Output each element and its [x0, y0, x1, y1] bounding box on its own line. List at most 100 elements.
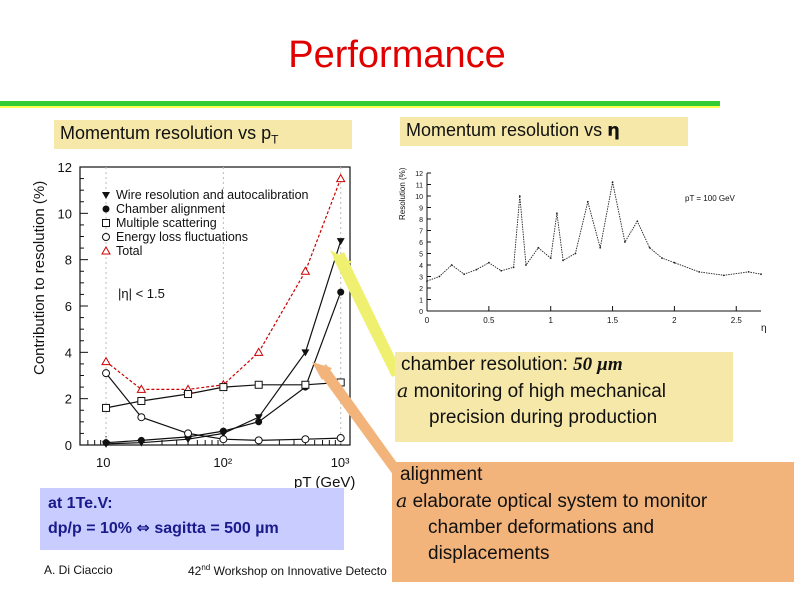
eta-data-point — [438, 275, 441, 278]
pt-data-point — [102, 403, 111, 412]
eta-x-tick-label: 2.5 — [731, 316, 743, 325]
eta-y-tick-label: 0 — [419, 309, 423, 316]
align-line2-text: elaborate optical system to monitor — [412, 491, 708, 512]
eta-x-tick-label: 1.5 — [607, 316, 619, 325]
chamber-line-2: a monitoring of high mechanical — [395, 378, 733, 405]
pt-data-point — [336, 434, 345, 443]
pt-y-axis-label: Contribution to resolution (%) — [31, 181, 48, 375]
callout-tev-sagitta: at 1Te.V: dp/p = 10% ⇔ sagitta = 500 µm — [40, 488, 344, 550]
pt-data-point — [184, 429, 193, 438]
title-underline-highlight — [0, 106, 720, 108]
eta-y-tick-label: 7 — [419, 229, 423, 236]
footer-workshop: 42nd Workshop on Innovative Detecto — [188, 563, 387, 578]
pt-x-tick-label: 10 — [96, 455, 110, 470]
eta-axes-frame — [426, 172, 761, 312]
eta-data-point — [487, 261, 490, 264]
tev-line2-a: dp/p = 10% — [48, 520, 137, 537]
pt-series-markers — [101, 173, 346, 448]
eta-data-point — [525, 264, 527, 266]
pt-data-point — [136, 384, 147, 393]
align-line3-text: chamber deformations and — [428, 517, 655, 538]
eta-data-point — [463, 273, 466, 276]
eta-y-tick-label: 10 — [415, 194, 423, 201]
eta-y-axis-label: Resolution (%) — [398, 167, 407, 220]
pt-y-tick-label: 10 — [58, 206, 72, 221]
eta-data-point — [549, 257, 552, 259]
pt-x-tick-label: 10² — [213, 455, 232, 470]
eta-data-point — [648, 246, 651, 249]
bullet-arrow-icon: a — [397, 380, 409, 402]
eta-data-point — [611, 181, 614, 184]
pt-data-point — [102, 439, 110, 447]
pt-legend-label: Total — [116, 244, 142, 258]
pt-data-point — [137, 436, 145, 444]
arrow-orange-head — [312, 362, 332, 380]
footer-workshop-text: Workshop on Innovative Detecto — [210, 564, 387, 578]
pt-data-point — [255, 418, 263, 426]
eta-data-point — [586, 200, 589, 203]
eta-data-point — [555, 212, 558, 215]
pt-legend: Wire resolution and autocalibrationChamb… — [101, 188, 309, 258]
pt-legend-marker — [101, 245, 111, 255]
label-pt-text: Momentum resolution vs p — [60, 123, 272, 143]
eta-y-tick-label: 6 — [419, 240, 423, 247]
pt-data-point — [337, 288, 345, 296]
label-eta-text: Momentum resolution vs — [406, 120, 608, 140]
eta-data-point — [426, 280, 428, 282]
pt-legend-label: Multiple scattering — [116, 216, 217, 230]
pt-y-tick-label: 12 — [58, 160, 72, 175]
arrow-orange — [318, 364, 402, 476]
arrow-yellow — [333, 252, 402, 377]
pt-legend-marker — [102, 205, 110, 213]
eta-data-point — [698, 271, 701, 273]
pt-y-tick-label: 4 — [65, 345, 72, 360]
label-eta-symbol: η — [607, 120, 620, 141]
eta-data-point — [562, 259, 564, 262]
pt-data-point — [300, 266, 311, 275]
pt-data-point — [254, 414, 263, 422]
pt-data-point — [219, 435, 228, 444]
label-momentum-vs-eta: Momentum resolution vs η — [400, 117, 688, 146]
eta-data-point — [450, 264, 453, 266]
pt-y-tick-label: 6 — [65, 299, 72, 314]
title-underline — [0, 101, 720, 106]
eta-data-point — [624, 241, 626, 243]
callout-chamber-resolution: chamber resolution: 50 µm a monitoring o… — [395, 352, 733, 442]
eta-data-point — [574, 252, 577, 255]
align-line-2: a elaborate optical system to monitor — [392, 488, 794, 515]
pt-data-point — [137, 396, 146, 405]
pt-data-point — [301, 435, 310, 444]
eta-y-tick-label: 8 — [419, 217, 423, 224]
label-momentum-vs-pt: Momentum resolution vs pT — [54, 120, 352, 149]
eta-y-tick-label: 4 — [419, 263, 423, 270]
pt-legend-marker — [102, 219, 110, 227]
eta-y-tick-label: 2 — [419, 286, 423, 293]
tev-line-2: dp/p = 10% ⇔ sagitta = 500 µm — [48, 516, 336, 541]
pt-legend-label: Chamber alignment — [116, 202, 226, 216]
eta-y-tick-label: 12 — [415, 171, 423, 178]
eta-data-point — [518, 195, 521, 197]
eta-y-tick-label: 5 — [419, 252, 423, 259]
pt-legend-marker — [102, 192, 110, 199]
align-line1-text: alignment — [400, 464, 483, 485]
callout-alignment: alignment a elaborate optical system to … — [392, 462, 794, 582]
slide-title: Performance — [288, 34, 506, 76]
pt-data-point — [301, 349, 310, 357]
eta-y-tick-label: 11 — [416, 183, 423, 190]
eta-y-tick-label: 1 — [419, 298, 423, 305]
eta-data-point — [500, 269, 503, 272]
label-pt-sub: T — [271, 132, 279, 147]
chamber-line3-text: precision during production — [429, 407, 658, 428]
eta-x-tick-label: 2 — [672, 316, 677, 325]
pt-data-point — [254, 380, 263, 389]
eta-data-point — [747, 271, 750, 273]
eta-data-point — [512, 266, 515, 269]
pt-x-axis-label: pT (GeV) — [294, 474, 355, 491]
chart-resolution-vs-pt: 10 10² 10³ 0 2 4 6 8 10 12 Wire resolution and au… — [31, 160, 355, 491]
pt-y-tick-label: 0 — [65, 438, 72, 453]
tev-line1-text: at 1Te.V: — [48, 495, 113, 512]
pt-data-point — [219, 383, 228, 392]
pt-x-tick-label: 10³ — [331, 455, 350, 470]
pt-data-point — [254, 436, 263, 445]
